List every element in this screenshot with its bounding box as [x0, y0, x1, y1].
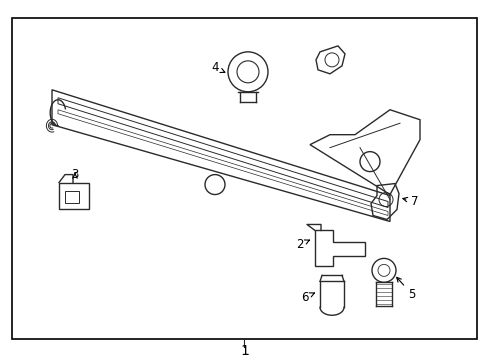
- Text: 1: 1: [240, 344, 248, 358]
- Text: 5: 5: [396, 277, 415, 301]
- Bar: [65, 190, 79, 203]
- Text: 3: 3: [71, 168, 79, 181]
- Text: 4: 4: [211, 61, 224, 75]
- Text: 2: 2: [296, 238, 309, 251]
- Text: 7: 7: [402, 195, 418, 208]
- Bar: [12, 18, 476, 339]
- Bar: [59, 183, 89, 208]
- Text: 6: 6: [301, 291, 314, 304]
